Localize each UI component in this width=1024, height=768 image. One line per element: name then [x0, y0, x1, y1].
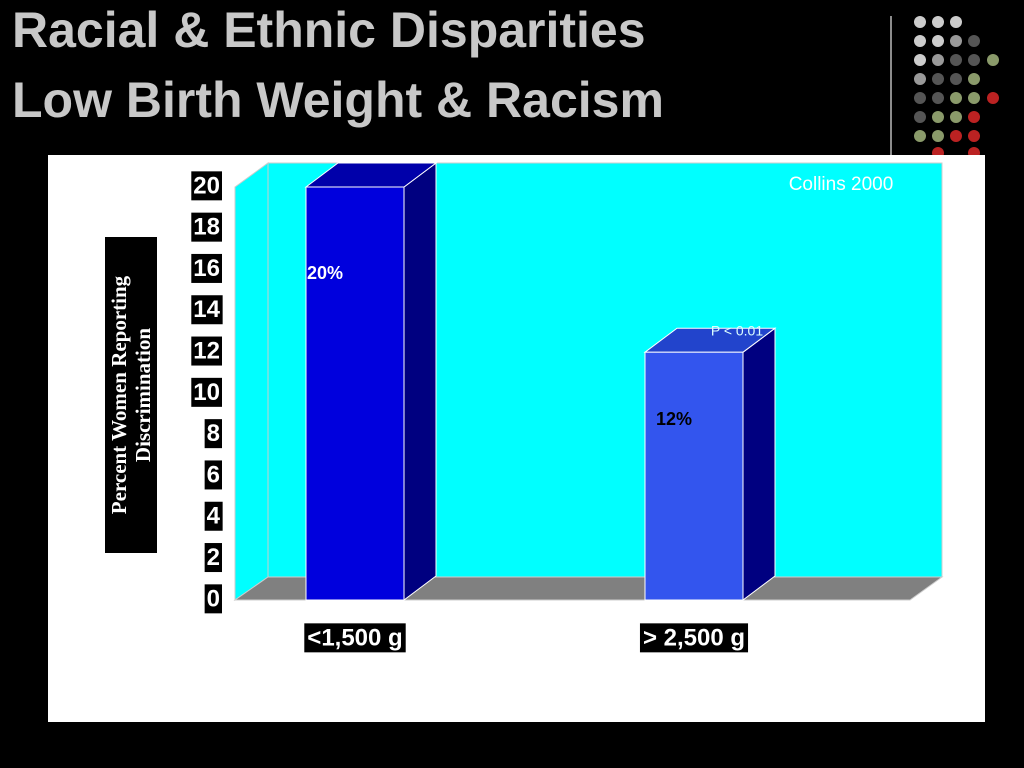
y-tick-label-bg: [191, 336, 222, 366]
value-label: 20%: [307, 263, 343, 283]
y-tick-label-bg: [204, 419, 222, 449]
y-tick-label: 6: [207, 461, 220, 488]
x-tick-label: <1,500 g: [307, 624, 402, 651]
y-axis-title: Percent Women Reporting Discrimination: [105, 237, 157, 553]
source-note: Collins 2000: [789, 174, 894, 195]
y-tick-label: 12: [193, 338, 220, 365]
y-tick-label: 20: [193, 172, 220, 199]
bar: [305, 186, 405, 601]
y-tick-label-bg: [191, 253, 222, 283]
y-tick-label: 14: [193, 296, 220, 323]
side-wall: [234, 162, 269, 601]
x-tick-label: > 2,500 g: [643, 624, 745, 651]
y-tick-label-bg: [191, 377, 222, 407]
bar: [644, 351, 744, 601]
y-tick-label: 0: [207, 585, 220, 612]
title-line: Low Birth Weight & Racism: [12, 72, 664, 128]
y-tick-label: 4: [207, 503, 221, 530]
title-line: Racial & Ethnic Disparities: [12, 2, 646, 58]
x-tick-label-bg: [304, 623, 406, 653]
decor-dots: [914, 16, 999, 159]
y-tick-label: 18: [193, 214, 220, 241]
y-tick-label-bg: [191, 212, 222, 242]
y-tick-label-bg: [191, 295, 223, 325]
y-tick-label: 16: [193, 255, 220, 282]
y-tick-label-bg: [204, 584, 222, 614]
p-value: P < 0.01: [711, 323, 764, 339]
x-axis-title: Birthweight: [516, 676, 629, 701]
value-label: 12%: [656, 409, 692, 429]
x-tick-label-bg: [639, 623, 749, 653]
y-tick-label: 2: [207, 544, 220, 571]
y-tick-label: 10: [193, 379, 220, 406]
y-tick-label-bg: [191, 171, 222, 201]
bar-side: [742, 327, 776, 601]
y-tick-label: 8: [207, 420, 220, 447]
y-tick-label-bg: [204, 543, 222, 573]
bar-side: [403, 162, 437, 601]
y-tick-label-bg: [204, 501, 223, 531]
y-tick-label-bg: [204, 460, 222, 490]
